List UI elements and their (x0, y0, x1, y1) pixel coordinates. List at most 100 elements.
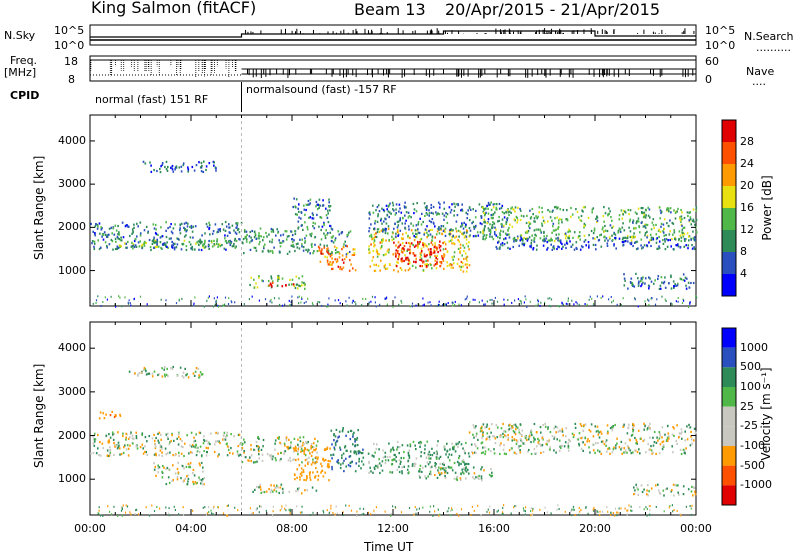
velocity-echo-cell (388, 442, 390, 445)
power-echo-cell (657, 277, 659, 281)
ground-scatter-cell (346, 304, 348, 307)
power-echo-cell (157, 245, 160, 248)
velocity-echo-cell (582, 429, 585, 433)
power-echo-cell (640, 207, 643, 210)
power-echo-cell (543, 221, 546, 224)
velocity-echo-cell (600, 440, 603, 443)
power-echo-cell (142, 160, 145, 163)
velocity-echo-cell (429, 470, 432, 473)
power-echo-cell (115, 229, 118, 232)
power-echo-cell (644, 232, 647, 235)
power-echo-cell (671, 238, 673, 241)
ground-scatter-cell (175, 302, 178, 305)
power-echo-cell (323, 244, 326, 247)
ground-scatter-cell (507, 299, 509, 301)
ground-scatter-cell (695, 295, 697, 298)
power-echo-cell (224, 229, 227, 232)
power-echo-cell (512, 245, 514, 249)
velocity-echo-cell (355, 453, 358, 456)
power-echo-cell (429, 233, 432, 236)
ground-scatter-cell (503, 298, 505, 301)
power-echo-cell (627, 208, 630, 212)
power-echo-cell (528, 236, 531, 239)
power-echo-cell (618, 227, 621, 230)
power-echo-cell (695, 209, 697, 212)
velocity-echo-cell (301, 471, 303, 474)
power-echo-cell (495, 234, 498, 237)
velocity-echo-cell (414, 463, 417, 466)
power-echo-cell (407, 269, 410, 272)
power-echo-cell (165, 245, 167, 248)
power-echo-cell (611, 219, 613, 222)
power-echo-cell (293, 284, 296, 287)
ground-scatter-cell (207, 296, 209, 299)
velocity-colorbar-tick: 1000 (740, 340, 768, 354)
velocity-echo-cell (188, 465, 190, 469)
velocity-echo-cell (322, 475, 325, 478)
power-echo-cell (564, 237, 567, 240)
power-echo-cell (153, 238, 155, 241)
power-echo-cell (120, 239, 123, 242)
power-echo-cell (224, 237, 226, 240)
power-echo-cell (250, 276, 253, 279)
velocity-echo-cell (520, 439, 522, 442)
velocity-echo-cell (99, 440, 101, 444)
velocity-echo-cell (650, 449, 653, 452)
velocity-echo-cell (531, 433, 533, 437)
power-echo-cell (216, 238, 218, 241)
velocity-echo-cell (627, 426, 630, 429)
power-echo-cell (674, 237, 676, 240)
velocity-echo-cell (434, 462, 436, 465)
power-echo-cell (311, 217, 314, 220)
power-echo-cell (369, 213, 371, 216)
power-echo-cell (462, 265, 464, 268)
velocity-echo-cell (535, 431, 538, 434)
power-echo-cell (415, 266, 417, 269)
velocity-echo-cell (567, 438, 570, 441)
velocity-echo-cell (274, 457, 277, 460)
velocity-echo-cell (258, 437, 260, 440)
ground-scatter-cell (683, 299, 685, 302)
power-echo-cell (374, 219, 377, 223)
ground-scatter-cell (100, 514, 102, 517)
velocity-echo-cell (532, 436, 535, 439)
power-echo-cell (230, 241, 232, 245)
velocity-echo-cell (308, 461, 310, 464)
velocity-echo-cell (628, 448, 630, 451)
power-echo-cell (670, 275, 672, 279)
power-echo-cell (690, 238, 692, 241)
ground-scatter-cell (587, 512, 589, 515)
velocity-echo-cell (215, 431, 217, 434)
velocity-echo-cell (389, 455, 391, 458)
power-echo-cell (562, 208, 565, 212)
ground-scatter-cell (532, 509, 534, 512)
power-echo-cell (234, 239, 236, 242)
power-echo-cell (596, 221, 598, 224)
ground-scatter-cell (375, 506, 377, 509)
power-echo-cell (292, 205, 294, 209)
power-echo-cell (285, 284, 287, 287)
ground-scatter-cell (228, 297, 230, 300)
velocity-echo-cell (98, 454, 100, 457)
power-echo-cell (677, 245, 680, 248)
velocity-echo-cell (226, 434, 228, 437)
velocity-echo-cell (667, 424, 669, 427)
velocity-echo-cell (544, 425, 547, 428)
velocity-echo-cell (674, 484, 676, 487)
power-echo-cell (442, 248, 445, 251)
power-echo-cell (291, 240, 294, 243)
power-echo-cell (297, 207, 299, 210)
velocity-echo-cell (193, 436, 195, 439)
y-tick-label: 3000 (58, 177, 86, 191)
velocity-echo-cell (116, 444, 118, 447)
ground-scatter-cell (677, 300, 679, 303)
power-echo-cell (270, 277, 273, 280)
power-echo-cell (550, 237, 552, 240)
power-echo-cell (372, 237, 375, 240)
ground-scatter-cell (608, 298, 610, 301)
power-echo-cell (238, 238, 240, 241)
ground-scatter-cell (102, 515, 104, 517)
power-echo-cell (532, 213, 534, 216)
power-echo-cell (130, 245, 133, 248)
velocity-colorbar-tick: -100 (740, 439, 765, 452)
